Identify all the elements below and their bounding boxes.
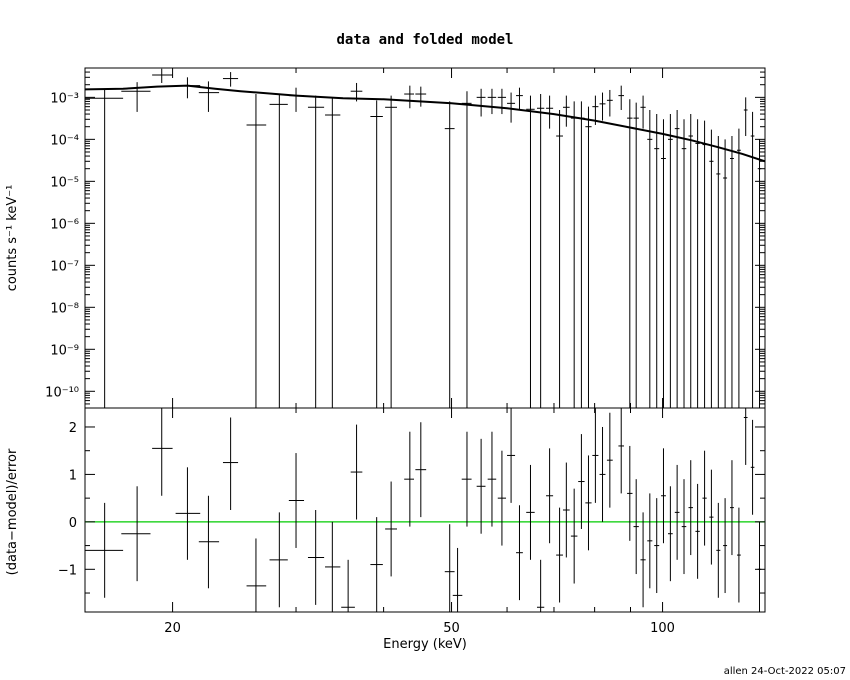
y-tick-label: 10⁻⁹ [50,343,79,358]
bottom-plot-frame [84,407,766,613]
x-tick-label: 20 [164,621,181,636]
x-tick-label: 100 [650,621,675,636]
footer-timestamp: allen 24-Oct-2022 05:07 [724,666,846,677]
y-tick-label: 1 [69,468,77,483]
top-panel: 10⁻¹⁰ 10⁻⁹ 10⁻⁸ 10⁻⁷ 10⁻⁶ 10⁻⁵ 10⁻⁴ 10⁻³ [45,67,766,409]
top-y-tick-labels: 10⁻¹⁰ 10⁻⁹ 10⁻⁸ 10⁻⁷ 10⁻⁶ 10⁻⁵ 10⁻⁴ 10⁻³ [45,91,79,400]
top-data-points [85,68,762,408]
residual-points [85,408,762,612]
top-y-axis-label: counts s⁻¹ keV⁻¹ [5,185,20,292]
y-tick-label: 10⁻⁸ [50,301,79,316]
x-tick-label: 50 [443,621,460,636]
y-tick-label: −1 [58,563,77,578]
bottom-axis-ticks [85,408,765,612]
bottom-panel: −1 0 1 2 20 50 100 [58,407,766,636]
y-tick-label: 10⁻⁶ [50,217,79,232]
folded-model-line [84,84,766,163]
x-tick-labels: 20 50 100 [164,621,675,636]
x-axis-label: Energy (keV) [383,637,467,652]
y-tick-label: 0 [69,516,77,531]
bottom-y-axis-label: (data−model)/error [5,448,20,575]
chart-title: data and folded model [336,32,513,48]
y-tick-label: 10⁻³ [50,91,79,106]
y-tick-label: 2 [69,421,77,436]
y-tick-label: 10⁻⁵ [50,175,79,190]
bottom-y-tick-labels: −1 0 1 2 [58,421,77,578]
y-tick-label: 10⁻¹⁰ [45,385,79,400]
y-tick-label: 10⁻⁴ [50,133,79,148]
y-tick-label: 10⁻⁷ [50,259,79,274]
